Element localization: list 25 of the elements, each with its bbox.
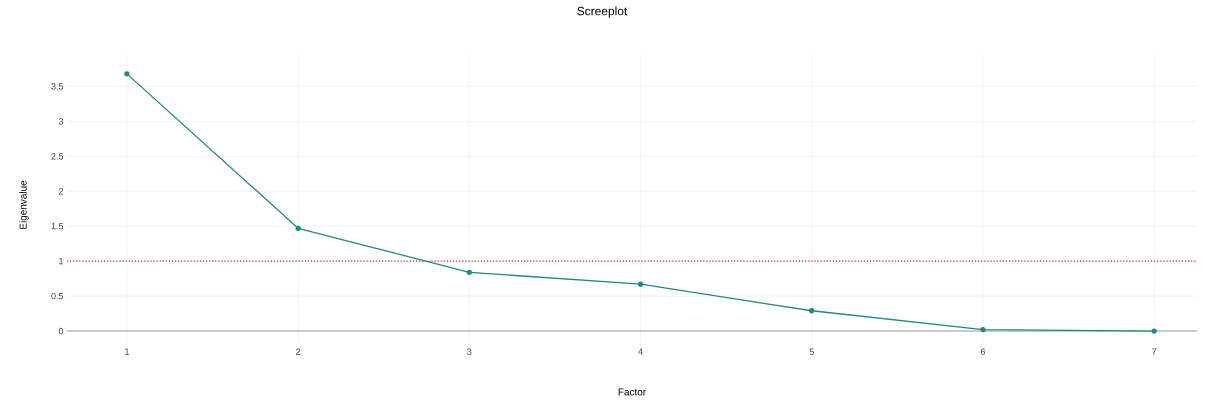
x-tick-label: 2 <box>296 348 301 355</box>
chart-title: Screeplot <box>577 6 628 18</box>
point <box>295 225 301 231</box>
y-tick-label: 2.5 <box>51 153 64 160</box>
y-tick-label: 2 <box>58 188 64 195</box>
point <box>124 71 130 77</box>
y-tick-label: 3.5 <box>51 83 64 90</box>
point <box>1151 328 1157 334</box>
x-tick-label: 3 <box>467 348 472 355</box>
point <box>466 269 472 275</box>
x-tick-label: 6 <box>980 348 986 355</box>
y-axis-title: Eigenvalue <box>19 180 29 229</box>
x-tick-label: 5 <box>809 348 814 355</box>
y-tick-label: 0 <box>58 327 64 335</box>
point <box>637 281 644 287</box>
x-tick-label: 1 <box>125 348 129 355</box>
x-tick-label: 7 <box>1152 348 1157 355</box>
y-tick-label: 1 <box>59 258 64 265</box>
x-axis-title: Factor <box>618 388 646 396</box>
y-tick-label: 0.5 <box>51 292 64 300</box>
x-tick-label: 4 <box>638 348 643 355</box>
point <box>809 308 815 314</box>
point <box>980 326 986 333</box>
y-tick-label: 3 <box>58 118 64 125</box>
y-tick-label: 1.5 <box>51 223 64 230</box>
